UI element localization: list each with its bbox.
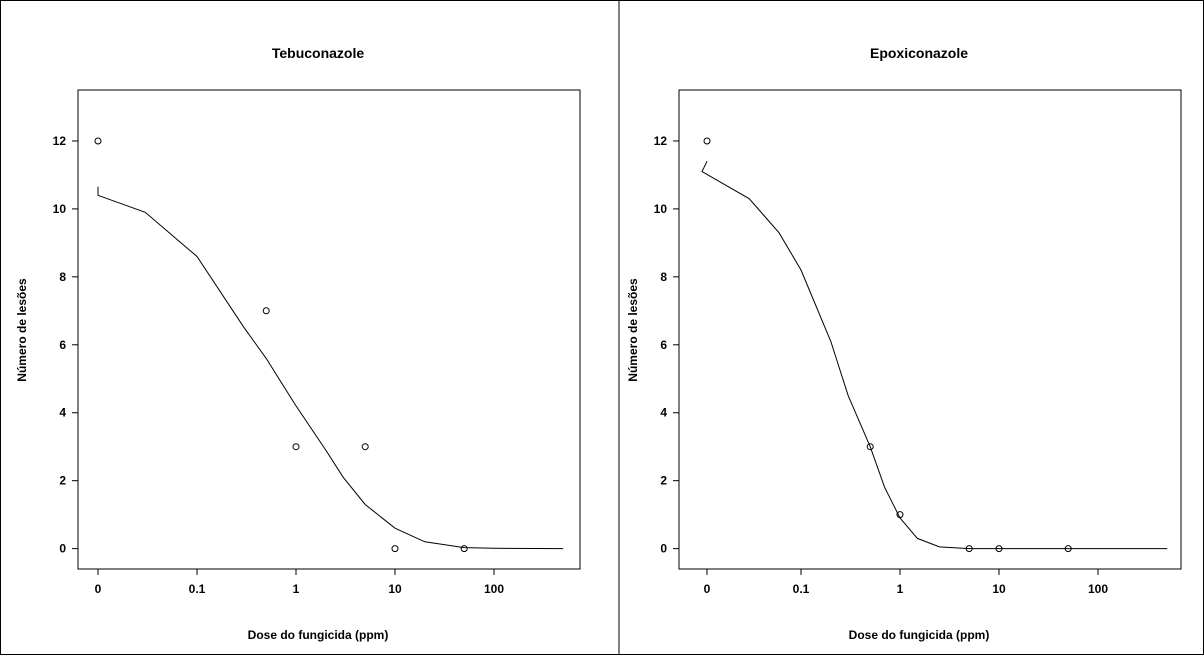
x-tick-label: 0 xyxy=(704,582,711,596)
data-point xyxy=(460,545,468,553)
fitted-curve xyxy=(97,186,564,550)
fitted-curve-layer xyxy=(701,161,1168,550)
x-axis-title: Dose do fungicida (ppm) xyxy=(248,628,389,642)
x-tick-label: 100 xyxy=(1088,582,1108,596)
data-point xyxy=(1064,545,1072,553)
fitted-curve xyxy=(701,161,1168,550)
x-tick-label: 10 xyxy=(992,582,1006,596)
data-point xyxy=(703,137,711,145)
y-tick-label: 8 xyxy=(660,270,667,284)
y-tick-label: 2 xyxy=(660,474,667,488)
y-axis-title: Número de lesões xyxy=(15,278,29,382)
axis-ticks: 0 0.1 1 10 100 0 2 4 6 8 10 12 xyxy=(53,134,505,596)
y-tick-label: 12 xyxy=(53,134,67,148)
x-axis-title: Dose do fungicida (ppm) xyxy=(849,628,990,642)
data-point xyxy=(995,545,1003,553)
chart-panel-tebuconazole: Tebuconazole Dose do fungicida (ppm) Núm… xyxy=(15,45,581,642)
y-tick-label: 12 xyxy=(654,134,668,148)
plot-area-border xyxy=(77,89,581,570)
axis-ticks: 0 0.1 1 10 100 0 2 4 6 8 10 12 xyxy=(654,134,1109,596)
data-point xyxy=(866,443,874,451)
data-point xyxy=(292,443,300,451)
y-tick-label: 6 xyxy=(660,338,667,352)
data-point xyxy=(262,307,270,315)
y-tick-label: 10 xyxy=(654,202,668,216)
y-tick-label: 6 xyxy=(59,338,66,352)
y-tick-label: 0 xyxy=(660,542,667,556)
plot-area-border xyxy=(678,89,1182,570)
x-tick-label: 0.1 xyxy=(793,582,810,596)
x-tick-label: 0.1 xyxy=(189,582,206,596)
chart-title: Tebuconazole xyxy=(272,45,365,61)
data-points-layer xyxy=(94,137,468,553)
data-points-layer xyxy=(703,137,1072,553)
y-tick-label: 2 xyxy=(59,474,66,488)
chart-title: Epoxiconazole xyxy=(870,45,968,61)
y-tick-label: 10 xyxy=(53,202,67,216)
data-point xyxy=(896,511,904,519)
x-tick-label: 1 xyxy=(897,582,904,596)
y-axis-title: Número de lesões xyxy=(626,278,640,382)
fitted-curve-layer xyxy=(97,186,564,550)
y-tick-label: 4 xyxy=(59,406,66,420)
y-tick-label: 0 xyxy=(59,542,66,556)
data-point xyxy=(391,545,399,553)
y-tick-label: 4 xyxy=(660,406,667,420)
x-tick-label: 0 xyxy=(95,582,102,596)
x-tick-label: 10 xyxy=(388,582,402,596)
data-point xyxy=(94,137,102,145)
data-point xyxy=(965,545,973,553)
y-tick-label: 8 xyxy=(59,270,66,284)
data-point xyxy=(361,443,369,451)
chart-panel-epoxiconazole: Epoxiconazole Dose do fungicida (ppm) Nú… xyxy=(626,45,1182,642)
x-tick-label: 100 xyxy=(484,582,504,596)
x-tick-label: 1 xyxy=(293,582,300,596)
